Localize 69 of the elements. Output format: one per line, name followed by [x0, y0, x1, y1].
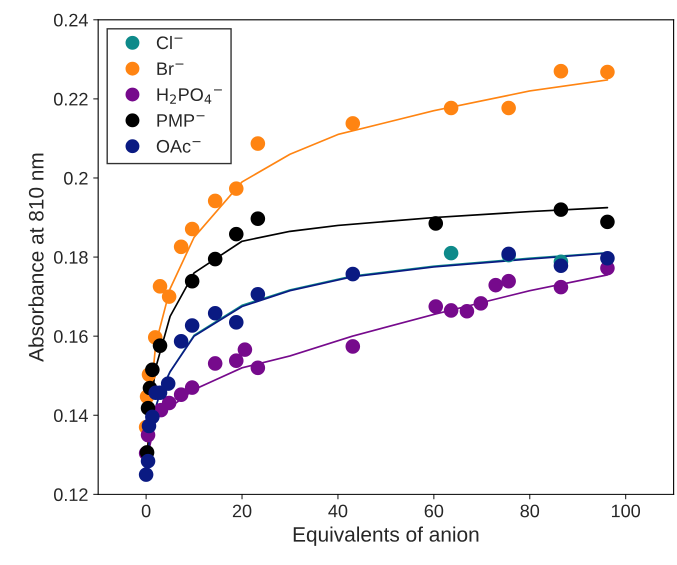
- legend-label: OAc$^{−}$: [156, 140, 200, 153]
- y-tick-label: 0.18: [54, 251, 88, 264]
- point: [428, 216, 444, 231]
- point: [184, 318, 200, 333]
- point: [152, 338, 168, 353]
- point: [250, 286, 266, 302]
- point: [554, 202, 568, 217]
- point: [554, 280, 568, 294]
- point: [346, 116, 360, 131]
- point: [228, 181, 244, 196]
- y-tick-label: 0.22: [54, 92, 88, 106]
- point: [160, 376, 176, 391]
- point: [228, 226, 244, 242]
- point: [501, 274, 516, 288]
- point: [208, 356, 222, 371]
- point: [600, 214, 615, 230]
- x-axis-title: Equivalents of anion: [294, 526, 478, 546]
- point: [228, 315, 244, 330]
- legend-label: PMP$^{−}$: [157, 114, 204, 127]
- point: [600, 250, 615, 266]
- point: [346, 266, 360, 282]
- point: [474, 296, 488, 311]
- y-tick-label: 0.12: [54, 488, 88, 502]
- x-tick-label: 80: [520, 504, 540, 518]
- point: [184, 380, 200, 395]
- x-tick-label: 40: [328, 504, 348, 518]
- point: [162, 396, 176, 410]
- point: [228, 353, 244, 368]
- point: [238, 342, 252, 357]
- x-tick-label: 60: [424, 504, 444, 518]
- x-tick-label: 20: [232, 504, 252, 518]
- legend-label: Br$^{−}$: [157, 62, 184, 75]
- point: [460, 304, 474, 319]
- point: [346, 339, 360, 354]
- legend-label: H$_{2}$PO$_{4}$$^{−}$: [157, 88, 222, 104]
- point: [250, 360, 266, 376]
- point: [145, 362, 160, 378]
- point: [208, 252, 222, 266]
- point: [140, 454, 156, 468]
- point: [444, 100, 458, 116]
- point: [501, 100, 516, 116]
- point: [600, 64, 615, 80]
- point: [250, 211, 266, 226]
- y-tick-label: 0.2: [64, 172, 88, 185]
- point: [162, 289, 176, 304]
- point: [152, 279, 168, 294]
- point: [138, 467, 154, 482]
- y-tick-label: 0.14: [54, 409, 88, 422]
- point: [554, 64, 568, 78]
- point: [174, 387, 188, 402]
- point: [444, 246, 458, 260]
- point: [250, 136, 266, 151]
- x-tick-label: 0: [142, 504, 150, 518]
- y-tick-label: 0.16: [54, 330, 88, 343]
- point: [554, 258, 568, 274]
- point: [184, 274, 200, 288]
- y-tick-label: 0.24: [54, 14, 88, 26]
- y-axis-title: Absorbance at 810 nm: [28, 154, 44, 362]
- point: [174, 240, 188, 254]
- x-tick-label: 100: [612, 504, 640, 518]
- point: [208, 306, 222, 321]
- point: [174, 334, 188, 349]
- point: [428, 299, 444, 314]
- point: [184, 222, 200, 236]
- point: [208, 194, 222, 208]
- point: [488, 278, 503, 292]
- point: [145, 410, 160, 424]
- legend-label: Cl$^{−}$: [156, 36, 182, 50]
- point: [444, 303, 458, 318]
